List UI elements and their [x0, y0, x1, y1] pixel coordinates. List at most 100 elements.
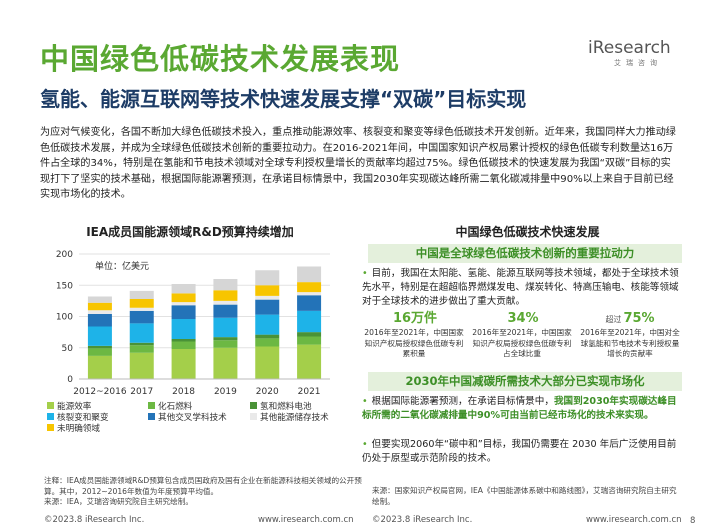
- bar-segment: [129, 323, 154, 343]
- right-source: 来源：国家知识产权局官网，IEA《中国能源体系碳中和路线图》，艾瑞咨询研究院自主…: [372, 486, 677, 506]
- legend-label: 氢和燃料电池: [260, 400, 312, 412]
- chart-notes: 注释：IEA成员国能源领域R&D预算包含成员国政府及国有企业在新能源科技相关领域…: [44, 476, 374, 508]
- chart-source: 来源：IEA，艾瑞咨询研究院自主研究绘制。: [44, 497, 193, 506]
- bar-segment: [171, 319, 196, 339]
- stat-value: 16万件: [392, 311, 438, 326]
- legend-label: 未明确领域: [57, 422, 100, 434]
- bar-segment: [129, 352, 154, 379]
- stat-caption: 2016年至2021年，中国对全球氢能和节电技术专利授权量增长的贡献率: [580, 328, 680, 358]
- bar-segment: [129, 342, 154, 346]
- bar-segment: [171, 349, 196, 379]
- footer-url-left: www.iresearch.com.cn: [258, 515, 354, 525]
- stat-value: 34%: [507, 311, 539, 326]
- footer-copyright-left: ©2023.8 iResearch Inc.: [44, 515, 145, 525]
- bar-segment: [213, 347, 238, 379]
- bar-segment: [87, 345, 112, 349]
- bar-segment: [213, 317, 238, 338]
- bar-segment: [255, 338, 280, 347]
- bar-segment: [297, 266, 322, 283]
- y-tick-label: 150: [56, 281, 73, 291]
- bar-segment: [297, 336, 322, 345]
- bar-segment: [171, 302, 196, 306]
- legend-label: 化石燃料: [158, 400, 193, 412]
- bar-segment: [171, 284, 196, 294]
- bar-segment: [255, 299, 280, 315]
- bullet-1-text: 目前，我国在太阳能、氢能、能源互联网等技术领域，都处于全球技术领先水平，特别是在…: [362, 268, 679, 307]
- bullet-dot-icon: •: [362, 268, 368, 279]
- x-tick-label: 2019: [214, 387, 237, 397]
- bar-segment: [255, 285, 280, 296]
- legend-swatch: [148, 413, 155, 420]
- chart-note: 注释：IEA成员国能源领域R&D预算包含成员国政府及国有企业在新能源科技相关领域…: [44, 476, 362, 496]
- legend-swatch: [47, 413, 54, 420]
- bar-segment: [213, 337, 238, 341]
- bullet-dot-icon: •: [362, 439, 368, 450]
- x-tick-label: 2018: [172, 387, 195, 397]
- bar-segment: [87, 314, 112, 327]
- bullet-3-text: 但要实现2060年“碳中和”目标，我国仍需要在 2030 年后广泛使用目前仍处于…: [362, 439, 677, 464]
- logo-text: iResearch: [588, 38, 671, 58]
- logo-cn: 艾瑞咨询: [614, 59, 662, 67]
- footer-url-right: www.iresearch.com.cn: [586, 515, 682, 525]
- iresearch-logo: iResearch 艾瑞咨询: [588, 38, 678, 68]
- bar-segment: [171, 293, 196, 303]
- x-tick-label: 2020: [256, 387, 279, 397]
- page-subtitle: 氢能、能源互联网等技术快速发展支撑“双碳”目标实现: [40, 87, 527, 111]
- bar-segment: [255, 334, 280, 339]
- unit-label: 单位：亿美元: [95, 260, 149, 272]
- bar-segment: [255, 295, 280, 300]
- bar-segment: [87, 302, 112, 311]
- bar-segment: [87, 348, 112, 356]
- legend-label: 其他交叉学科技术: [158, 411, 227, 423]
- bar-segment: [297, 292, 322, 296]
- y-tick-label: 100: [56, 313, 73, 323]
- bar-segment: [213, 279, 238, 291]
- stat-caption: 2016年至2021年，中国国家知识产权局授权绿色低碳专利累积量: [364, 328, 464, 358]
- legend-swatch: [250, 402, 257, 409]
- legend-swatch: [47, 424, 54, 431]
- page-number: 8: [690, 516, 696, 526]
- footer-copyright-right: ©2023.8 iResearch Inc.: [372, 515, 473, 525]
- bar-segment: [171, 341, 196, 349]
- bar-segment: [297, 282, 322, 293]
- intro-paragraph: 为应对气候变化，各国不断加大绿色低碳技术投入，重点推动能源效率、核裂变和聚变等绿…: [40, 127, 676, 201]
- highlight-bar-2: 2030年中国减碳所需技术大部分已实现市场化: [368, 372, 682, 391]
- x-tick-label: 2017: [130, 387, 153, 397]
- rd-budget-chart: 0 50 100 150 200 单位：亿美元 2012~2016 2017 2018 2019 2…: [47, 250, 330, 434]
- x-tick-label: 2012~2016: [73, 387, 127, 397]
- bar-segment: [129, 307, 154, 311]
- bar-segment: [297, 295, 322, 311]
- bar-segment: [129, 310, 154, 324]
- bar-segment: [213, 340, 238, 348]
- bar-segment: [129, 299, 154, 308]
- stat-prefix: 超过: [605, 315, 622, 324]
- bullet-2-highlight: 我国到2030年实现碳达峰目标所需的二氧化碳减排量中90%可由当前已经市场化的技…: [362, 396, 677, 421]
- legend-swatch: [47, 402, 54, 409]
- bar-segment: [171, 305, 196, 319]
- bar-segment: [255, 346, 280, 379]
- bar-segment: [171, 339, 196, 342]
- legend-swatch: [148, 402, 155, 409]
- bar-segment: [297, 310, 322, 333]
- bar-segment: [213, 290, 238, 301]
- page-title: 中国绿色低碳技术发展表现: [40, 42, 401, 76]
- legend-label: 核裂变和聚变: [57, 411, 109, 423]
- bullet-2-text: 根据国际能源署预测，在承诺目标情景中，: [371, 396, 554, 407]
- bar-segment: [213, 300, 238, 305]
- bar-segment: [297, 344, 322, 379]
- stat-share: 34% 2016年至2021年，中国国家知识产权局授权绿色低碳专利占全球比重: [470, 311, 574, 360]
- bullet-1: • 目前，我国在太阳能、氢能、能源互联网等技术领域，都处于全球技术领先水平，特别是…: [362, 267, 682, 309]
- bar-segment: [255, 270, 280, 286]
- bullet-2: • 根据国际能源署预测，在承诺目标情景中，我国到2030年实现碳达峰目标所需的二氧…: [362, 395, 682, 423]
- bar-segment: [255, 314, 280, 335]
- x-tick-label: 2021: [298, 387, 321, 397]
- bar-segment: [129, 290, 154, 299]
- stat-value: 75%: [623, 311, 655, 326]
- right-panel-title: 中国绿色低碳技术快速发展: [455, 225, 600, 239]
- bar-segment: [213, 304, 238, 318]
- bar-segment: [87, 326, 112, 346]
- y-tick-label: 0: [67, 375, 73, 385]
- stat-contribution: 超过 75% 2016年至2021年，中国对全球氢能和节电技术专利授权量增长的贡献…: [578, 311, 682, 360]
- chart-title: IEA成员国能源领域R&D预算持续增加: [86, 225, 294, 239]
- bar-segment: [87, 296, 112, 303]
